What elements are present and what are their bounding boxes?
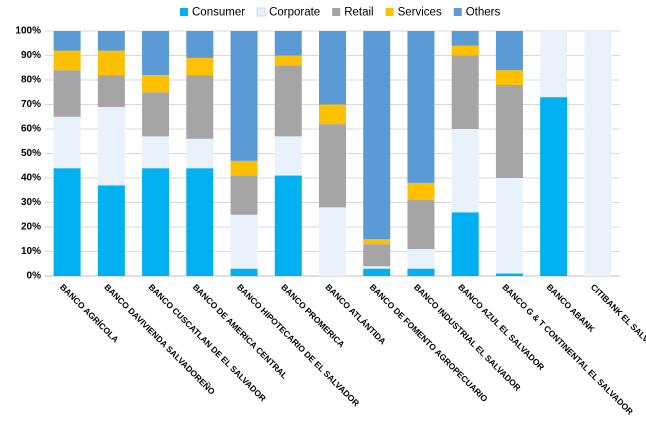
y-tick-label: 0%: [27, 271, 42, 282]
bar-segment: [495, 70, 523, 85]
bar-segment: [142, 168, 170, 276]
legend-swatch: [385, 8, 394, 16]
bar-segment: [142, 92, 170, 137]
bar-segment: [363, 268, 391, 276]
legend-label: Retail: [344, 7, 373, 19]
bar-segment: [274, 31, 302, 56]
bar-segment: [97, 75, 125, 107]
bar-segment: [451, 212, 479, 276]
bar-segment: [451, 45, 479, 56]
legend-label: Others: [466, 7, 501, 19]
legend-label: Consumer: [192, 7, 245, 19]
bar-segment: [53, 50, 81, 71]
bar-segment: [53, 31, 81, 51]
bar-segment: [363, 266, 391, 269]
y-tick-label: 30%: [21, 197, 41, 208]
bar-segment: [53, 116, 81, 169]
x-tick-label: BANCO DE AMERICA CENTRAL: [191, 282, 290, 381]
bar-segment: [186, 57, 214, 76]
bar-segment: [451, 55, 479, 129]
bar-segment: [230, 214, 258, 269]
x-tick-label: CITIBANK EL SALVADOR: [589, 282, 646, 362]
bar-segment: [407, 200, 435, 250]
x-tick-label: BANCO AZUL EL SALVADOR: [456, 282, 546, 372]
y-tick-label: 90%: [21, 50, 41, 61]
legend-swatch: [332, 8, 341, 16]
bar-segment: [540, 31, 568, 98]
bar-segment: [319, 207, 346, 276]
legend-label: Services: [398, 7, 442, 19]
bar-segment: [186, 168, 214, 276]
bar-segment: [363, 31, 391, 240]
bar-segment: [97, 31, 125, 51]
bar-segment: [53, 70, 81, 117]
bar-segment: [451, 31, 479, 46]
bar-segment: [230, 160, 258, 176]
bar-segment: [274, 55, 302, 66]
bar-segment: [97, 50, 125, 76]
y-tick-label: 40%: [21, 173, 41, 184]
y-tick-label: 60%: [21, 124, 41, 135]
bar-segment: [97, 106, 125, 186]
bar-segment: [407, 249, 435, 269]
y-tick-label: 80%: [21, 75, 41, 86]
bar-segment: [584, 31, 612, 276]
bar-segment: [540, 97, 568, 277]
bar-segment: [230, 175, 258, 215]
bar-segment: [142, 75, 170, 93]
bar-segment: [495, 84, 523, 178]
bar-segment: [407, 182, 435, 201]
y-tick-label: 50%: [21, 148, 41, 159]
legend-swatch: [180, 8, 188, 16]
bar-segment: [142, 136, 170, 169]
bar-segment: [319, 104, 346, 125]
y-tick-label: 20%: [21, 222, 41, 233]
bar-segment: [186, 31, 214, 58]
bar-segment: [363, 239, 391, 245]
bar-segment: [230, 268, 258, 276]
bar-segment: [319, 124, 346, 208]
bar-segment: [274, 136, 302, 176]
bar-segment: [186, 138, 214, 169]
bar-segment: [363, 244, 391, 267]
bar-segment: [142, 31, 170, 76]
bar-segment: [186, 75, 214, 139]
y-tick-label: 70%: [21, 99, 41, 110]
bar-segment: [495, 273, 523, 276]
bar-segment: [495, 178, 523, 274]
bar-segment: [319, 31, 346, 105]
legend-swatch: [453, 8, 462, 16]
legend-label: Corporate: [269, 7, 320, 19]
bar-segment: [274, 175, 302, 276]
bar-segment: [53, 168, 81, 276]
bar-segment: [230, 31, 258, 161]
y-tick-label: 100%: [15, 26, 41, 37]
bar-segment: [451, 129, 479, 213]
y-tick-label: 10%: [21, 246, 41, 257]
bar-segment: [407, 31, 435, 183]
bar-segment: [407, 268, 435, 276]
bar-segment: [97, 185, 125, 276]
bar-segment: [495, 31, 523, 71]
bar-segment: [274, 65, 302, 137]
legend-swatch: [256, 7, 266, 17]
